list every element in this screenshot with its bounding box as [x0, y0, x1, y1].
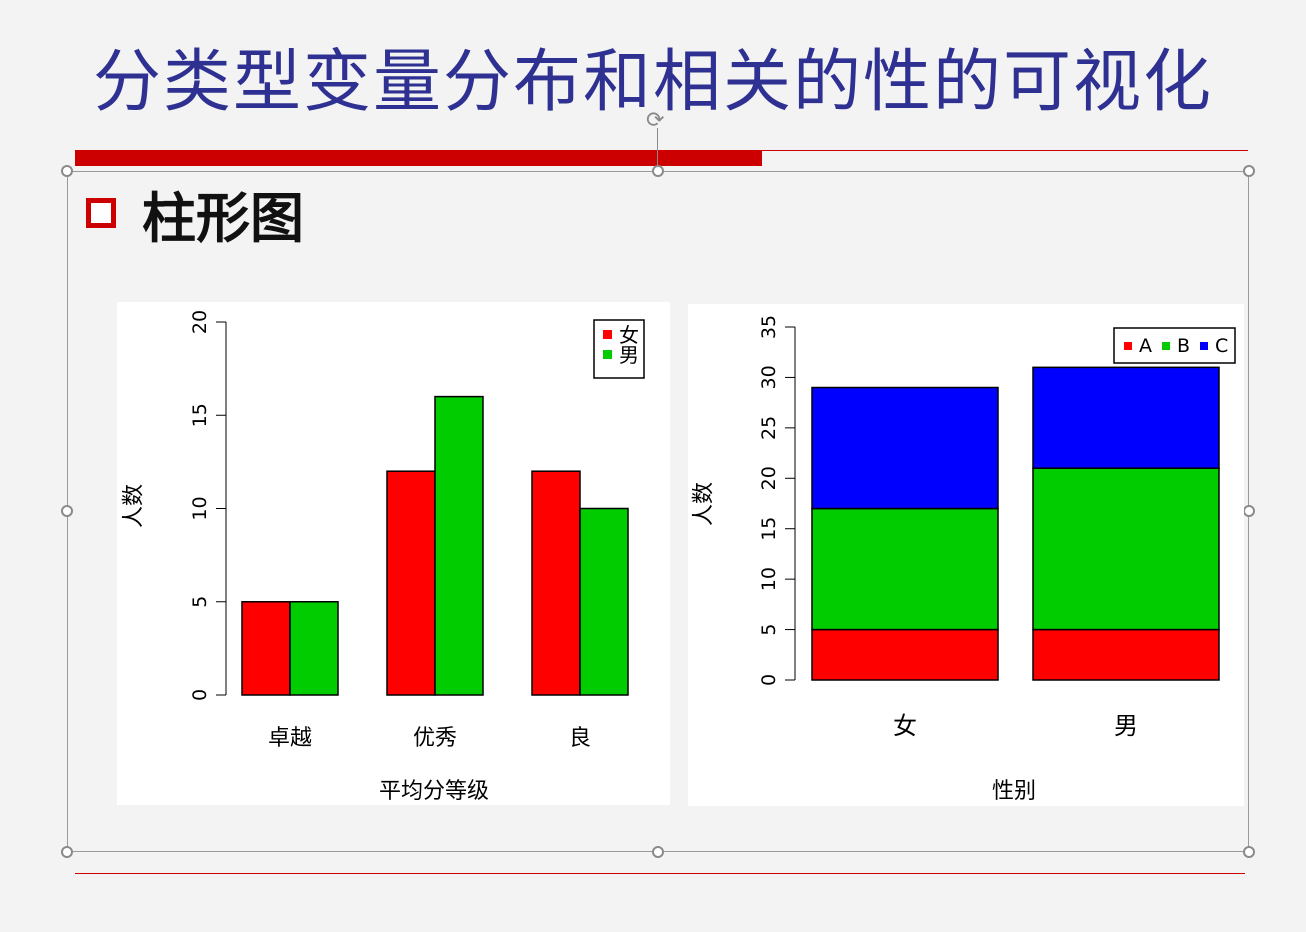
bar [580, 509, 628, 696]
y-tick-label: 30 [758, 365, 780, 389]
legend-swatch [1162, 342, 1170, 350]
legend-label: 男 [619, 343, 639, 367]
y-tick-label: 0 [189, 689, 211, 701]
legend-swatch [603, 350, 612, 359]
section-heading-text: 柱形图 [142, 174, 304, 253]
y-tick-label: 20 [758, 466, 780, 490]
legend-swatch [1124, 342, 1132, 350]
bar-segment [812, 630, 998, 680]
bar-segment [1033, 367, 1219, 468]
y-tick-label: 0 [758, 674, 780, 686]
bar [532, 471, 580, 695]
resize-handle-top-left[interactable] [61, 165, 73, 177]
bar-segment [1033, 468, 1219, 629]
legend-swatch [1200, 342, 1208, 350]
y-tick-label: 35 [758, 315, 780, 339]
rotate-handle-icon[interactable]: ⟳ [646, 110, 664, 132]
x-axis-label: 性别 [992, 779, 1036, 804]
y-tick-label: 5 [189, 596, 211, 608]
legend-swatch [603, 330, 612, 339]
legend-label: A [1139, 335, 1152, 357]
x-category-label: 优秀 [413, 726, 457, 751]
legend-label: C [1215, 335, 1228, 357]
square-bullet-icon [86, 198, 116, 228]
bar-segment [1033, 630, 1219, 680]
y-tick-label: 5 [758, 624, 780, 636]
resize-handle-top[interactable] [652, 165, 664, 177]
footer-rule [75, 873, 1245, 874]
resize-handle-bottom[interactable] [652, 846, 664, 858]
y-tick-label: 20 [189, 310, 211, 334]
chart-panel-gender: 0 5 10 15 20 25 30 35 女 男性别 人数 A B C [688, 304, 1244, 806]
resize-handle-bottom-left[interactable] [61, 846, 73, 858]
bar [242, 602, 290, 695]
bar [435, 397, 483, 695]
stacked-bar-chart: 0 5 10 15 20 25 30 35 女 男性别 人数 A B C [688, 304, 1244, 806]
bar-segment [812, 509, 998, 630]
y-tick-label: 10 [189, 496, 211, 520]
title-underline-thin [762, 150, 1248, 151]
title-underline-thick [75, 150, 762, 166]
resize-handle-bottom-right[interactable] [1243, 846, 1255, 858]
x-category-label: 良 [569, 726, 591, 751]
y-tick-label: 15 [758, 517, 780, 541]
legend-label: B [1177, 335, 1190, 357]
resize-handle-top-right[interactable] [1243, 165, 1255, 177]
y-tick-label: 25 [758, 416, 780, 440]
y-tick-label: 15 [189, 403, 211, 427]
resize-handle-right[interactable] [1243, 505, 1255, 517]
y-axis-label: 人数 [122, 484, 147, 528]
bar [290, 602, 338, 695]
x-axis-label: 平均分等级 [379, 779, 489, 804]
bar [387, 471, 435, 695]
y-axis-label: 人数 [692, 482, 717, 526]
x-category-label: 卓越 [268, 726, 312, 751]
y-tick-label: 10 [758, 567, 780, 591]
x-category-label: 女 [893, 712, 917, 740]
resize-handle-left[interactable] [61, 505, 73, 517]
x-category-label: 男 [1114, 712, 1138, 740]
bar-segment [812, 388, 998, 509]
section-heading: 柱形图 [86, 182, 304, 244]
chart-panel-grade: 0 5 10 15 20 卓越 优秀良平均分等级 人数女男 [117, 302, 670, 805]
